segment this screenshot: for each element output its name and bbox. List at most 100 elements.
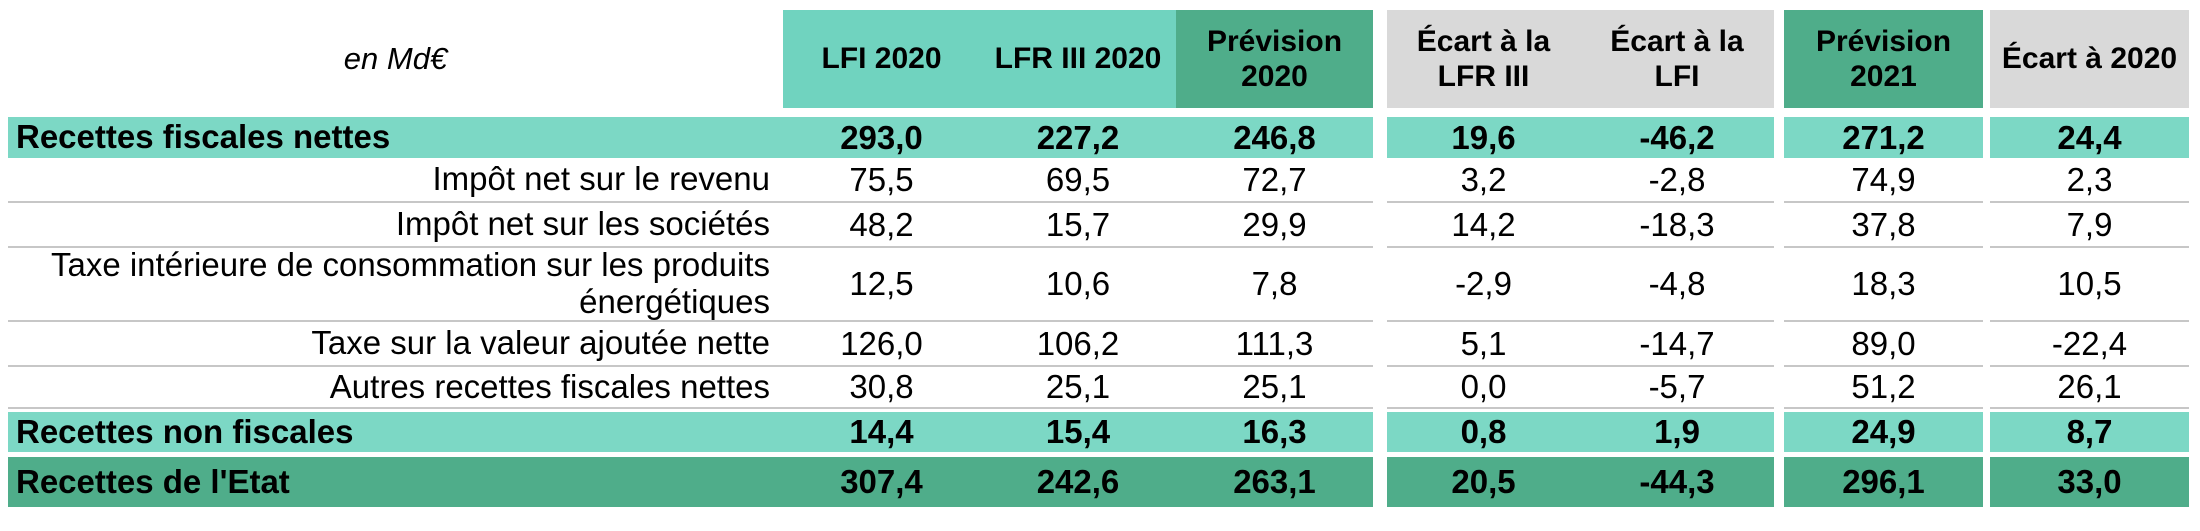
value-cell: 242,6 (980, 457, 1176, 507)
value-cell: 15,4 (980, 412, 1176, 452)
value-cell: 227,2 (980, 117, 1176, 158)
value-cell: 10,6 (980, 248, 1176, 322)
column-header-ecart-lfr-iii: Écart à la LFR III (1387, 10, 1580, 108)
value-cell: 307,4 (783, 457, 980, 507)
value-cell: -46,2 (1580, 117, 1774, 158)
value-cell: 37,8 (1784, 203, 1983, 248)
value-cell: 3,2 (1387, 158, 1580, 203)
value-cell: 72,7 (1176, 158, 1373, 203)
value-cell: 296,1 (1784, 457, 1983, 507)
value-cell: -5,7 (1580, 367, 1774, 409)
column-gap (1983, 10, 1990, 108)
value-cell: 19,6 (1387, 117, 1580, 158)
value-cell: 263,1 (1176, 457, 1373, 507)
column-gap (1373, 412, 1387, 452)
table-row: Recettes de l'Etat 307,4 242,6 263,1 20,… (8, 457, 2200, 507)
value-cell: -2,9 (1387, 248, 1580, 322)
column-gap (1774, 158, 1784, 203)
value-cell: -22,4 (1990, 322, 2189, 367)
column-gap (1373, 158, 1387, 203)
value-cell: 30,8 (783, 367, 980, 409)
value-cell: 12,5 (783, 248, 980, 322)
value-cell: 15,7 (980, 203, 1176, 248)
value-cell: 126,0 (783, 322, 980, 367)
column-gap (1774, 248, 1784, 322)
column-gap (1983, 322, 1990, 367)
row-label: Autres recettes fiscales nettes (8, 367, 783, 409)
value-cell: 74,9 (1784, 158, 1983, 203)
column-header-ecart-lfi: Écart à la LFI (1580, 10, 1774, 108)
value-cell: 271,2 (1784, 117, 1983, 158)
value-cell: 51,2 (1784, 367, 1983, 409)
column-gap (1373, 117, 1387, 158)
value-cell: 7,9 (1990, 203, 2189, 248)
value-cell: 7,8 (1176, 248, 1373, 322)
value-cell: 69,5 (980, 158, 1176, 203)
row-label: Recettes fiscales nettes (8, 117, 783, 158)
column-gap (1774, 203, 1784, 248)
value-cell: 33,0 (1990, 457, 2189, 507)
table-row: Autres recettes fiscales nettes 30,8 25,… (8, 367, 2200, 409)
value-cell: 111,3 (1176, 322, 1373, 367)
column-gap (1774, 367, 1784, 409)
column-gap (1983, 248, 1990, 322)
table-row: Taxe intérieure de consommation sur les … (8, 246, 2200, 322)
value-cell: 16,3 (1176, 412, 1373, 452)
value-cell: 14,2 (1387, 203, 1580, 248)
value-cell: 2,3 (1990, 158, 2189, 203)
column-header-prevision-2020: Prévision 2020 (1176, 10, 1373, 108)
column-gap (1983, 203, 1990, 248)
table-row: Taxe sur la valeur ajoutée nette 126,0 1… (8, 322, 2200, 367)
column-gap (1373, 203, 1387, 248)
value-cell: 5,1 (1387, 322, 1580, 367)
row-label: Taxe sur la valeur ajoutée nette (8, 322, 783, 367)
row-label: Taxe intérieure de consommation sur les … (8, 246, 783, 322)
value-cell: 29,9 (1176, 203, 1373, 248)
column-gap (1373, 10, 1387, 108)
column-gap (1774, 117, 1784, 158)
column-header-lfr-iii-2020: LFR III 2020 (980, 10, 1176, 108)
value-cell: 293,0 (783, 117, 980, 158)
value-cell: -18,3 (1580, 203, 1774, 248)
value-cell: 14,4 (783, 412, 980, 452)
value-cell: 75,5 (783, 158, 980, 203)
column-gap (1774, 412, 1784, 452)
value-cell: 1,9 (1580, 412, 1774, 452)
row-label: Recettes de l'Etat (8, 457, 783, 507)
column-gap (1373, 322, 1387, 367)
column-gap (1373, 457, 1387, 507)
value-cell: 25,1 (1176, 367, 1373, 409)
row-label: Impôt net sur le revenu (8, 158, 783, 203)
unit-label: en Md€ (343, 41, 448, 76)
value-cell: 20,5 (1387, 457, 1580, 507)
value-cell: 26,1 (1990, 367, 2189, 409)
table-header-row: en Md€ LFI 2020 LFR III 2020 Prévision 2… (8, 10, 2200, 108)
column-gap (1373, 367, 1387, 409)
value-cell: 10,5 (1990, 248, 2189, 322)
value-cell: 89,0 (1784, 322, 1983, 367)
column-gap (1983, 412, 1990, 452)
column-gap (1774, 322, 1784, 367)
column-header-lfi-2020: LFI 2020 (783, 10, 980, 108)
value-cell: 106,2 (980, 322, 1176, 367)
table-row: Impôt net sur le revenu 75,5 69,5 72,7 3… (8, 158, 2200, 203)
value-cell: 18,3 (1784, 248, 1983, 322)
column-gap (1774, 457, 1784, 507)
column-gap (1983, 367, 1990, 409)
value-cell: 0,8 (1387, 412, 1580, 452)
value-cell: 48,2 (783, 203, 980, 248)
column-gap (1983, 158, 1990, 203)
value-cell: -4,8 (1580, 248, 1774, 322)
table-row: Impôt net sur les sociétés 48,2 15,7 29,… (8, 203, 2200, 248)
table-row: Recettes fiscales nettes 293,0 227,2 246… (8, 117, 2200, 158)
budget-revenue-table: en Md€ LFI 2020 LFR III 2020 Prévision 2… (8, 10, 2200, 507)
value-cell: -44,3 (1580, 457, 1774, 507)
value-cell: 246,8 (1176, 117, 1373, 158)
table-row: Recettes non fiscales 14,4 15,4 16,3 0,8… (8, 412, 2200, 452)
value-cell: -14,7 (1580, 322, 1774, 367)
value-cell: 25,1 (980, 367, 1176, 409)
value-cell: 8,7 (1990, 412, 2189, 452)
column-header-prevision-2021: Prévision 2021 (1784, 10, 1983, 108)
value-cell: -2,8 (1580, 158, 1774, 203)
column-gap (1983, 117, 1990, 158)
